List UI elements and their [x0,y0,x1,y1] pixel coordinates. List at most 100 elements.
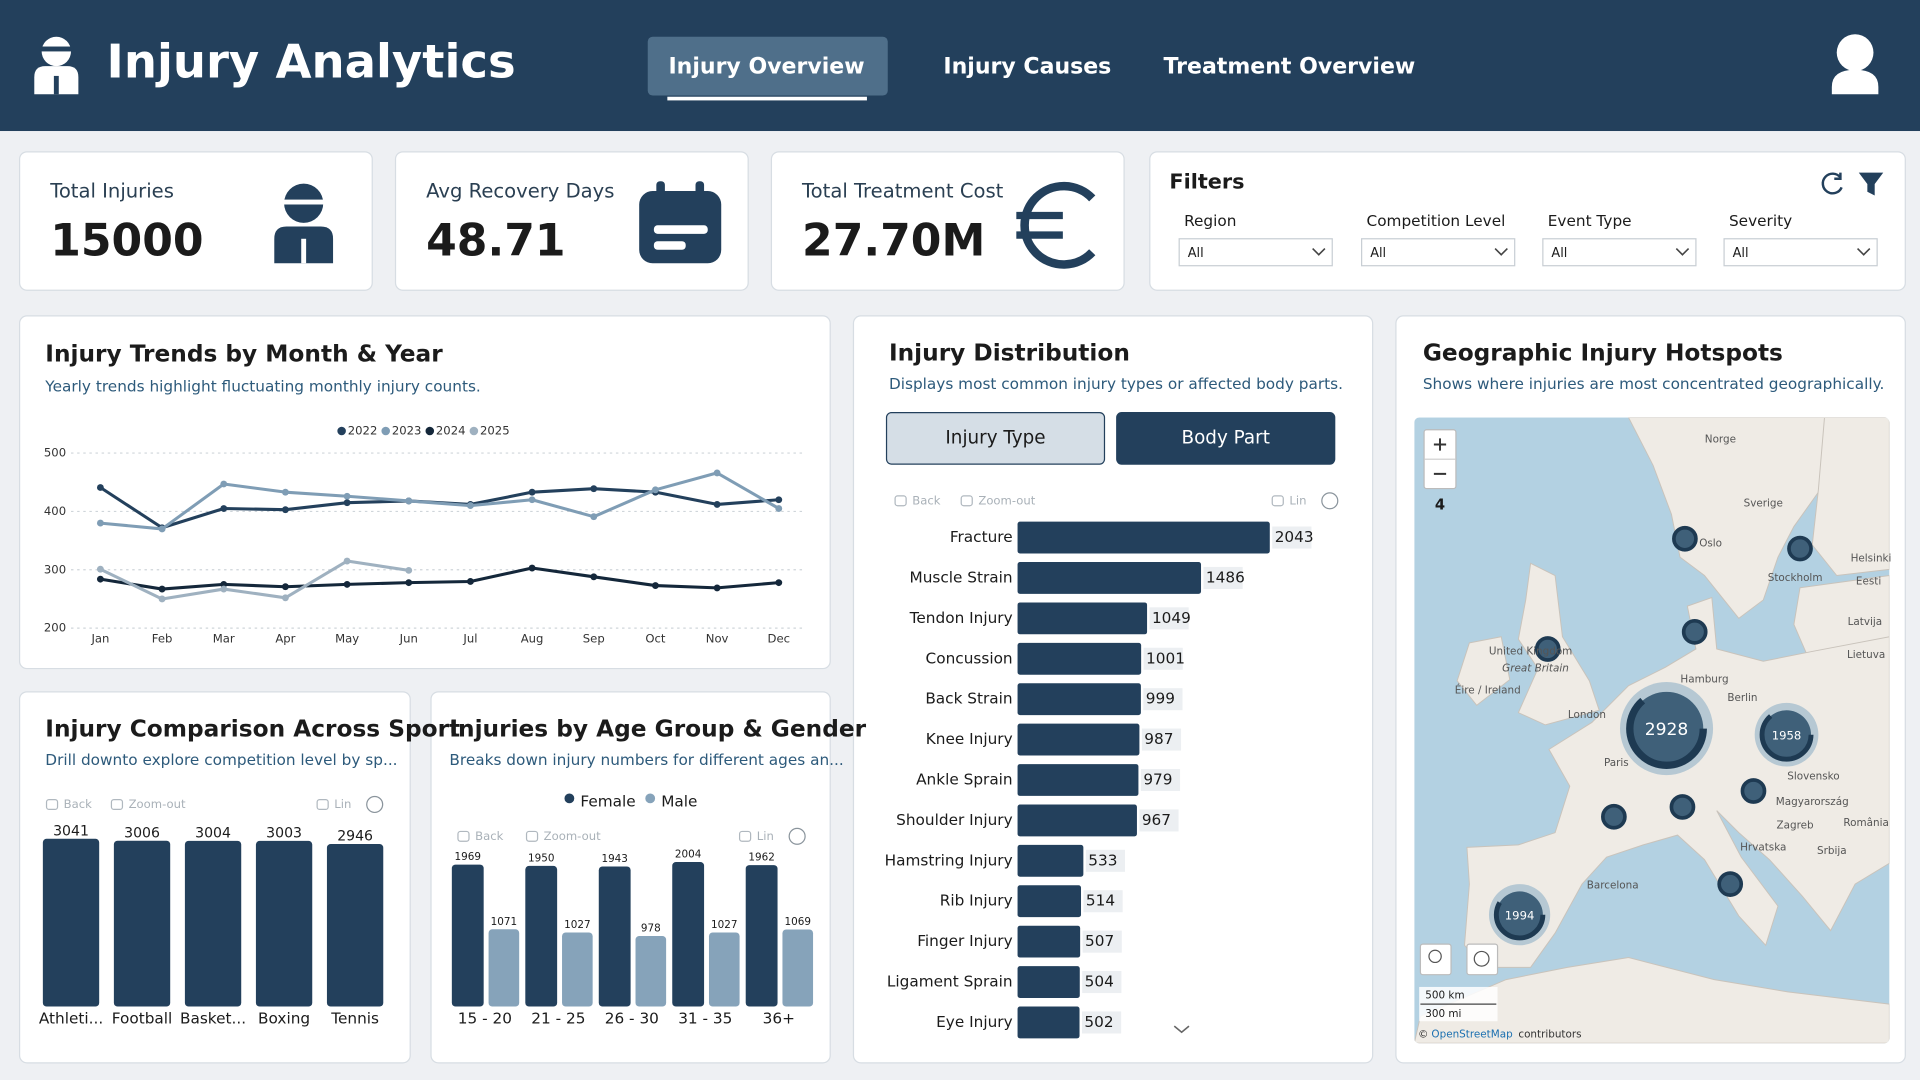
zoom-level: 4 [1435,497,1445,514]
bar-value-label: 999 [1146,690,1175,708]
kpi-value: 48.71 [426,216,565,267]
chart-subtitle: Displays most common injury types or aff… [889,375,1343,393]
x-tick-label: Dec [768,632,791,646]
toolbar-button[interactable]: Zoom-out [129,797,186,811]
bar-value-label: 2004 [675,849,702,861]
value-label-bg [1085,849,1125,872]
y-tick-label: Back Strain [925,690,1012,708]
kpi-icon-calendar [639,181,722,264]
chart-title: Injury Comparison Across Sport [45,715,460,742]
user-icon[interactable] [1831,34,1879,95]
x-tick-label: Athleti... [39,1009,103,1027]
filter-dropdown[interactable] [1723,238,1878,267]
value-label-bg [1141,728,1182,751]
cluster-marks[interactable] [1488,525,1819,946]
filter-label: Severity [1729,212,1792,230]
toolbar-icon [960,495,973,507]
map-place-label: Sverige [1744,497,1783,509]
cluster-count[interactable]: 1994 [1505,908,1535,922]
kpi-icon-injury [274,183,334,264]
x-tick-label: Sep [583,632,605,646]
bar [562,932,593,1007]
bar [1017,723,1140,756]
map-place-label: România [1843,817,1888,829]
value-label-bg [1139,809,1179,832]
bar-value-label: 3004 [195,825,231,841]
line-point [405,579,413,587]
toolbar-icon [894,495,907,507]
map-place-label: Éire / Ireland [1455,684,1521,697]
bar-value-label: 3003 [266,826,302,842]
map-zoom-control[interactable] [1423,429,1457,490]
y-tick-label: 200 [44,621,66,635]
help-icon[interactable] [1321,492,1339,510]
toggle-button-label[interactable]: Injury Type [945,427,1045,448]
map-attribution[interactable]: OpenStreetMap [1431,1029,1513,1041]
toggle-button[interactable] [885,412,1106,465]
x-tick-label: Jun [399,632,418,646]
value-label-bg [1140,768,1181,792]
bar-value-label: 1486 [1206,568,1245,586]
line-point [281,488,289,496]
toolbar-button[interactable]: Zoom-out [978,493,1035,507]
line-point [158,525,166,533]
help-icon[interactable] [366,795,384,814]
legend-label: Male [661,793,697,811]
bar-value-label: 1049 [1152,609,1191,627]
bar-value-label: 1950 [528,853,554,865]
map-tools[interactable] [1419,943,1499,976]
nav-tab[interactable]: Injury Causes [943,54,1111,79]
toolbar-button[interactable]: Lin [757,829,774,843]
filter-value: All [1551,246,1567,261]
map-place-label: Great Britain [1502,663,1569,675]
x-tick-label: Jan [90,632,109,646]
line-point [281,506,289,514]
filter-dropdown[interactable] [1361,238,1516,267]
line-point [528,488,536,496]
map-attribution: contributors [1518,1029,1581,1041]
toolbar-button[interactable]: Lin [334,797,351,811]
toolbar-icon [738,830,752,842]
map-place-label: Barcelona [1587,879,1639,891]
bar [184,840,242,1007]
cluster-count[interactable]: 2928 [1645,720,1689,740]
value-label-bg [1081,1011,1122,1034]
filter-icons[interactable] [1821,172,1884,196]
legend-label: 2023 [392,424,422,438]
help-icon[interactable] [788,827,806,845]
map-place-label: United Kingdom [1489,645,1572,657]
tab-underline [667,96,867,101]
bar-value-label: 967 [1142,811,1171,829]
toolbar-button[interactable]: Back [912,493,940,507]
toggle-button-label[interactable]: Body Part [1181,427,1269,448]
map-place-label: Slovensko [1787,770,1839,782]
kpi-label: Total Treatment Cost [801,180,1004,203]
toolbar-button[interactable]: Zoom-out [544,829,601,843]
x-tick-label: Jul [462,632,477,646]
line-point [281,583,289,591]
cluster-count[interactable]: 1958 [1772,728,1802,742]
x-tick-label: Mar [213,632,235,646]
toggle-button[interactable] [1116,412,1336,465]
y-tick-label: Knee Injury [926,730,1013,748]
bar [1017,1006,1080,1039]
nav-tab[interactable]: Injury Overview [668,54,864,79]
toolbar-button[interactable]: Back [475,829,503,843]
filter-dropdown[interactable] [1178,238,1333,267]
bar [1017,764,1139,796]
toolbar-button[interactable]: Lin [1289,493,1306,507]
bar [782,929,814,1007]
toolbar-icon [110,798,124,810]
toolbar-icon [316,798,329,810]
bar-value-label: 1027 [564,919,590,931]
line-point [343,499,351,507]
filter-dropdown[interactable] [1542,238,1697,267]
x-tick-label: 36+ [763,1009,795,1027]
map[interactable] [1414,417,1890,1044]
value-label-bg [1149,607,1189,630]
legend-swatch [469,426,479,436]
app-title: Injury Analytics [107,34,516,88]
toolbar-button[interactable]: Back [64,797,92,811]
nav-tab[interactable]: Treatment Overview [1164,54,1416,79]
bar [525,865,558,1007]
